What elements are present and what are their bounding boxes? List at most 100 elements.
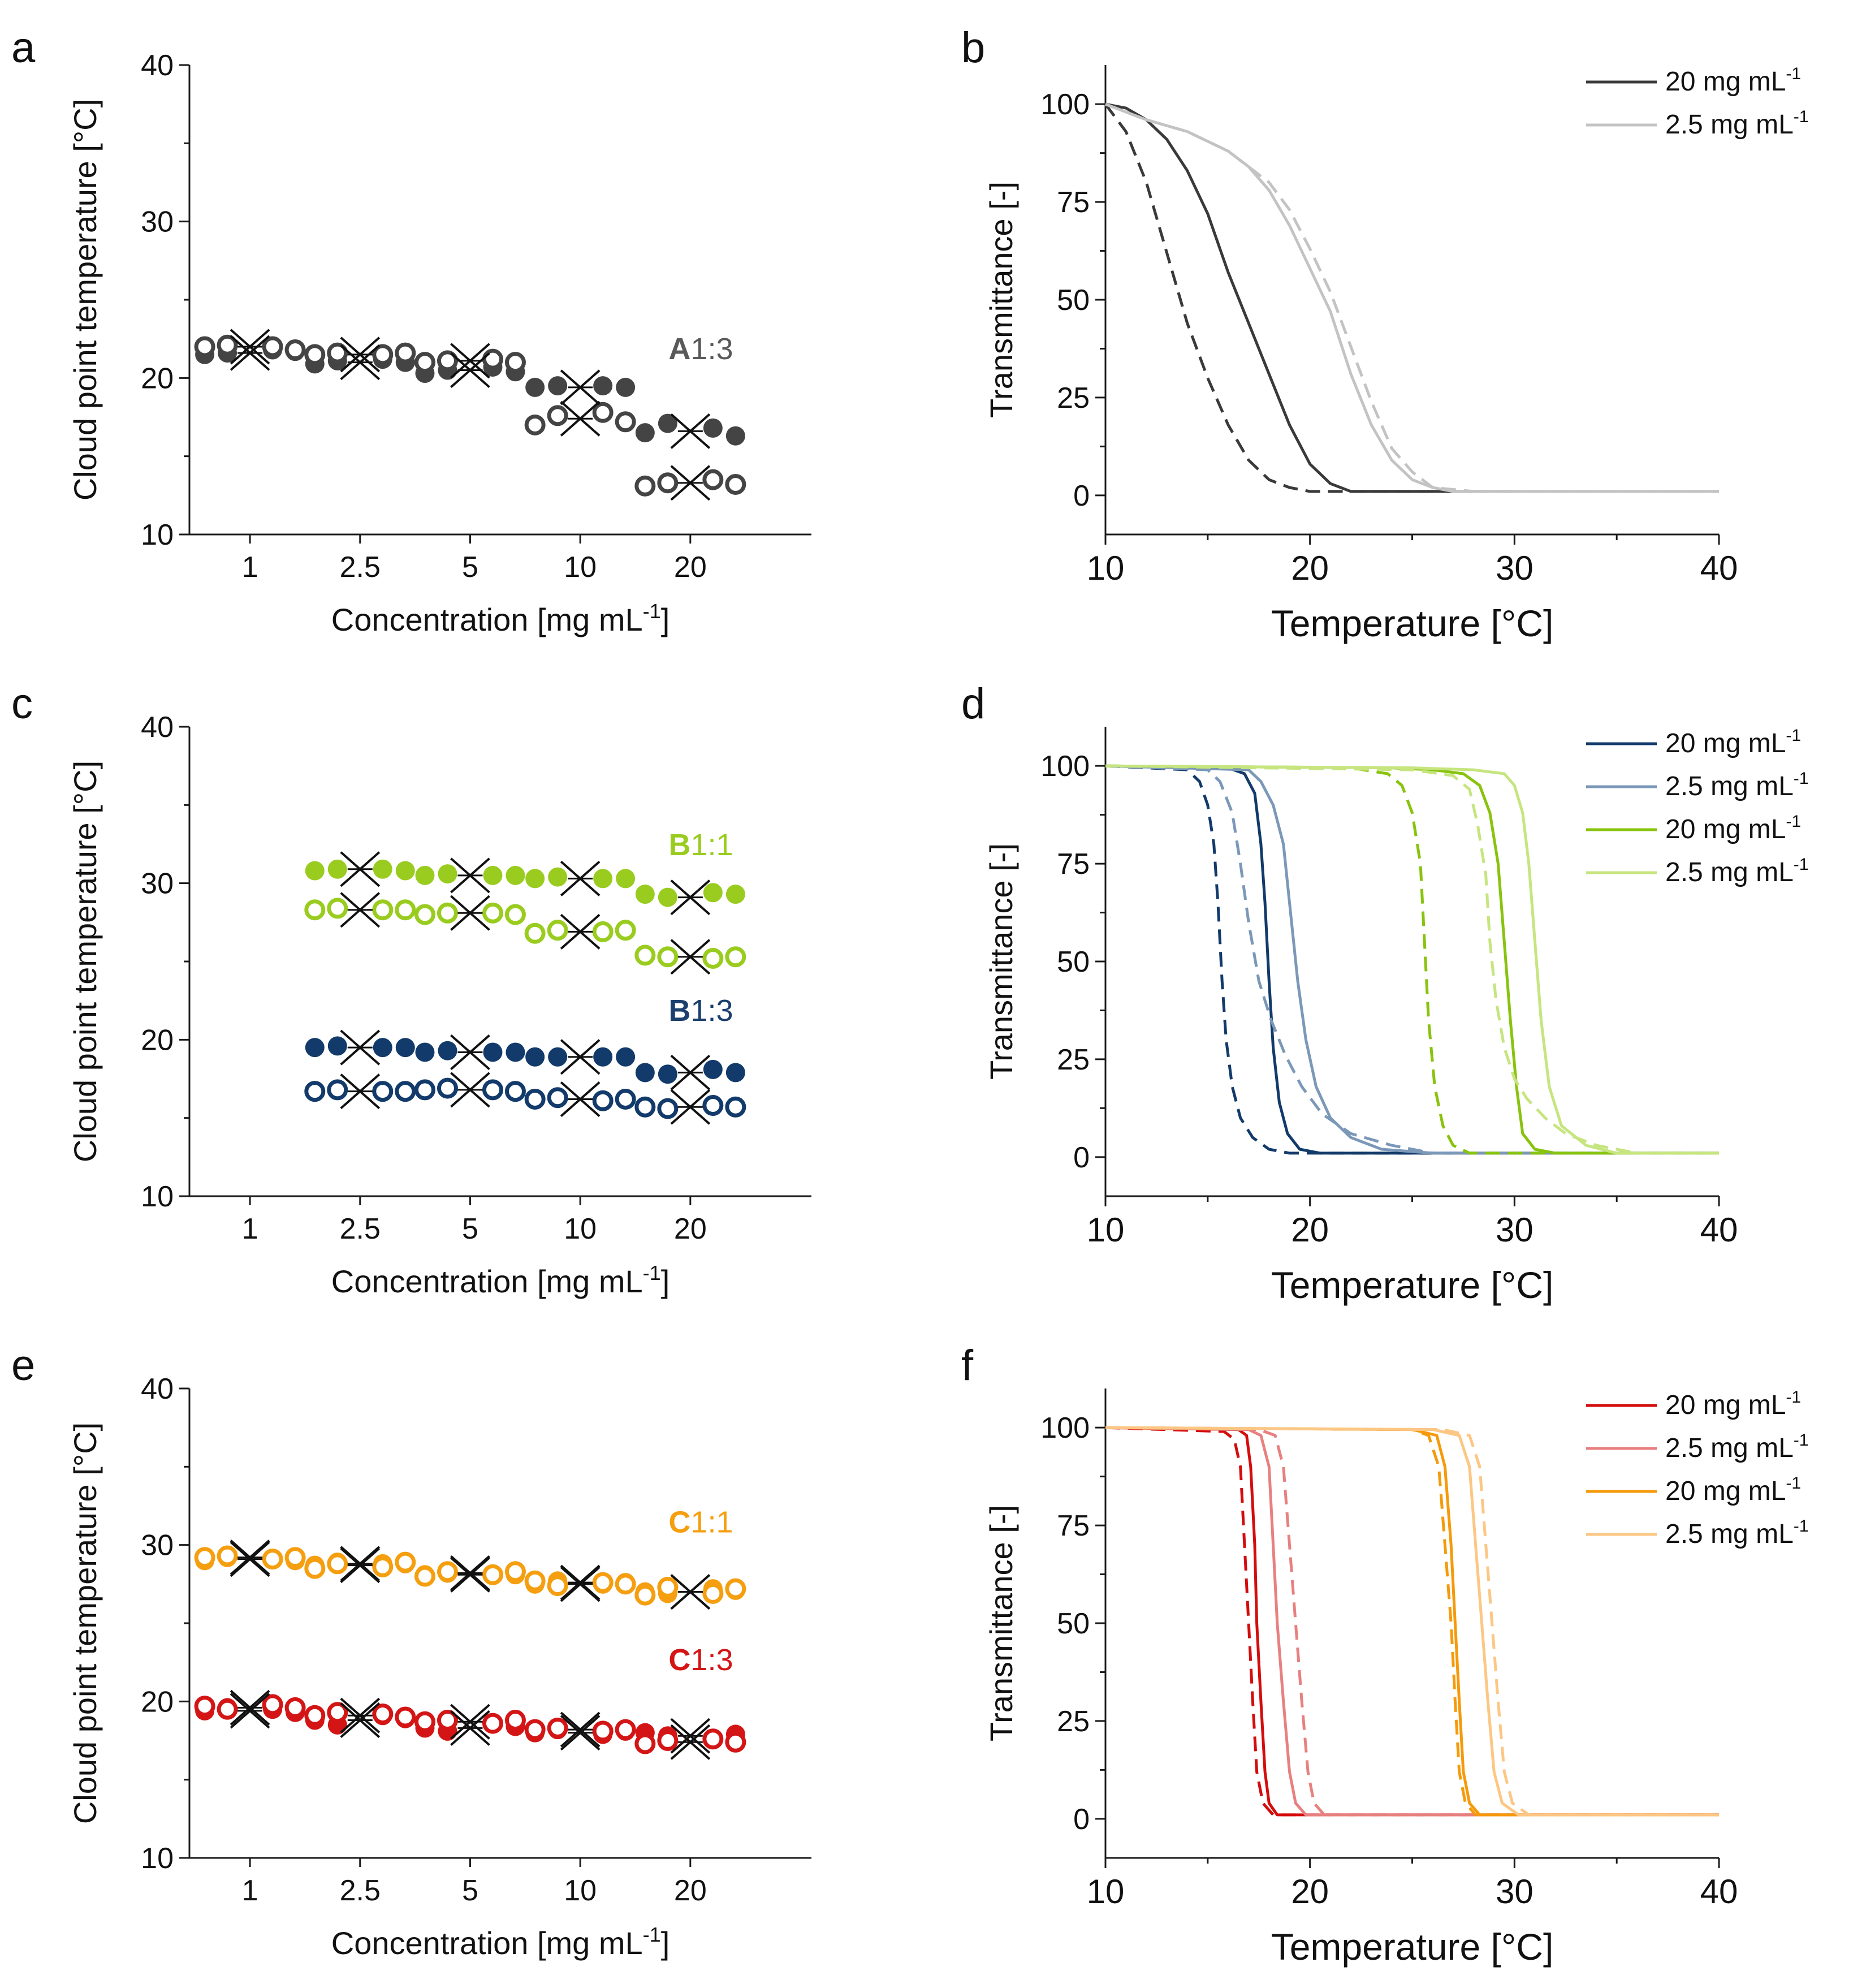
open-point — [482, 902, 503, 924]
open-point — [615, 1573, 636, 1595]
x-tick-label: 2.5 — [340, 1874, 381, 1907]
solid-series-line — [1105, 1426, 1719, 1817]
legend-label: 20 mg mL — [1665, 728, 1786, 758]
open-point — [372, 1081, 394, 1102]
legend-label: 20 mg mL — [1665, 814, 1786, 844]
open-point — [657, 1576, 679, 1598]
open-point — [634, 1733, 656, 1754]
group-label-prefix: C — [668, 1506, 690, 1539]
open-point — [547, 1575, 568, 1597]
dashed-series-line — [1105, 1426, 1719, 1817]
group-label-ratio: 1:3 — [690, 994, 733, 1028]
x-tick-label: 20 — [674, 1874, 707, 1907]
open-point — [592, 402, 614, 423]
x-tick-label: 10 — [1087, 1211, 1125, 1249]
y-tick-label: 50 — [1057, 284, 1090, 317]
x-tick-label: 30 — [1496, 549, 1534, 587]
y-axis-label: Cloud point temperature [°C] — [67, 99, 103, 501]
legend-label-sup: -1 — [1786, 1474, 1801, 1493]
open-point — [592, 1572, 614, 1593]
legend-entry: 20 mg mL-1 — [1665, 64, 1801, 97]
open-point — [372, 1703, 394, 1724]
open-point — [504, 352, 526, 373]
open-point — [615, 920, 636, 941]
y-tick-label: 0 — [1073, 1803, 1090, 1836]
open-point — [414, 1711, 435, 1732]
y-tick-label: 100 — [1040, 88, 1090, 121]
open-point — [437, 1077, 458, 1099]
data-group-b-1-3 — [304, 1029, 746, 1125]
open-point — [482, 1713, 503, 1734]
y-tick-label: 10 — [141, 1180, 174, 1213]
x-axis-label: Temperature [°C] — [1271, 602, 1554, 644]
open-point — [524, 414, 546, 435]
filled-point — [525, 869, 545, 889]
open-point — [702, 469, 724, 490]
x-tick-label: 10 — [1087, 549, 1125, 587]
filled-point — [658, 413, 677, 433]
x-axis-label-sup: -1 — [643, 1923, 661, 1946]
open-point — [482, 1564, 503, 1585]
y-tick-label: 40 — [141, 711, 174, 744]
panel-letter: d — [961, 680, 985, 728]
filled-point — [373, 1038, 392, 1058]
x-tick-label: 5 — [462, 551, 478, 584]
y-tick-label: 100 — [1040, 1412, 1090, 1444]
group-label-ratio: 1:1 — [690, 828, 733, 862]
group-label: A1:3 — [668, 332, 733, 366]
open-point — [547, 1717, 568, 1739]
legend-label: 2.5 mg mL — [1665, 857, 1794, 887]
x-axis-label: Concentration [mg mL-1] — [331, 600, 670, 637]
panel-f: f 0 25 50 75 100 Transmittance [-] 10 20 30 40 Temp… — [961, 1342, 1808, 1968]
legend-label-sup: -1 — [1794, 769, 1809, 788]
x-tick-label: 10 — [564, 1213, 597, 1245]
open-point — [725, 946, 746, 968]
open-point — [194, 1547, 215, 1568]
open-point — [657, 1098, 679, 1119]
group-label-prefix: B — [668, 828, 690, 862]
filled-point — [703, 883, 723, 903]
data-group-c-1-3 — [194, 1689, 746, 1760]
open-point — [615, 411, 636, 433]
open-point — [725, 473, 746, 495]
filled-point — [438, 864, 457, 884]
group-label-prefix: A — [668, 332, 690, 366]
legend-entry: 2.5 mg mL-1 — [1665, 769, 1808, 801]
x-tick-label: 10 — [564, 551, 597, 584]
x-tick-label: 30 — [1496, 1211, 1534, 1249]
dashed-series-line — [1105, 764, 1719, 1155]
filled-point — [616, 377, 636, 397]
y-tick-label: 25 — [1057, 1043, 1090, 1076]
open-point — [304, 1705, 326, 1726]
x-tick-label: 10 — [1087, 1873, 1125, 1911]
group-label: B1:3 — [668, 994, 733, 1028]
y-tick-label: 75 — [1057, 848, 1090, 881]
open-point — [657, 472, 679, 494]
open-point — [395, 1551, 416, 1573]
group-label: C1:3 — [668, 1643, 733, 1677]
x-axis-label: Concentration [mg mL-1] — [331, 1261, 670, 1299]
y-tick-label: 40 — [141, 49, 174, 82]
open-point — [504, 1081, 526, 1102]
legend-label: 2.5 mg mL — [1665, 1519, 1794, 1549]
y-tick-label: 20 — [141, 1024, 174, 1056]
solid-series-line — [1105, 102, 1515, 493]
x-tick-label: 1 — [242, 551, 258, 584]
solid-series-line — [1105, 1426, 1719, 1817]
filled-point — [725, 426, 745, 446]
x-axis-label-text: Concentration [mg mL — [331, 1263, 643, 1299]
open-point — [262, 1694, 283, 1715]
x-tick-label: 1 — [242, 1874, 258, 1907]
dashed-series-line — [1105, 102, 1719, 493]
y-tick-label: 50 — [1057, 1607, 1090, 1640]
open-point — [702, 947, 724, 969]
filled-point — [395, 1038, 415, 1058]
legend-entry: 20 mg mL-1 — [1665, 812, 1801, 844]
open-point — [725, 1578, 746, 1599]
open-point — [437, 1561, 458, 1582]
filled-point — [616, 1047, 636, 1067]
filled-point — [548, 376, 568, 396]
open-point — [372, 899, 394, 921]
open-point — [304, 344, 326, 365]
open-point — [482, 1079, 503, 1101]
